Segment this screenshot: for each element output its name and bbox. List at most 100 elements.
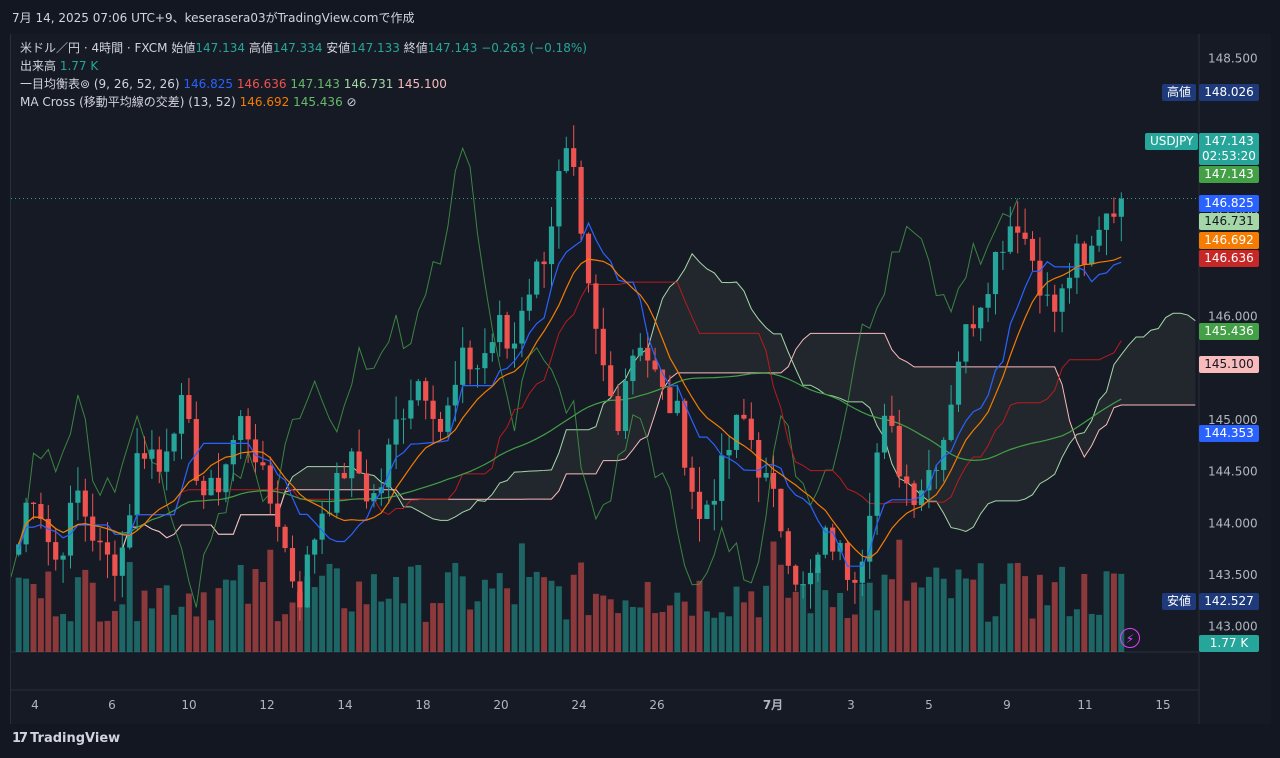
volume-bar: [955, 569, 962, 652]
volume-bar: [1096, 614, 1103, 652]
volume-bar: [319, 575, 326, 652]
senkou-span-a-line: [121, 252, 1196, 550]
volume-bar: [748, 591, 755, 652]
volume-bar: [659, 611, 666, 652]
candle-body: [630, 355, 636, 382]
candle-body: [778, 488, 784, 532]
volume-bar: [1110, 573, 1117, 652]
volume-bar: [763, 585, 770, 652]
volume-bar: [1014, 562, 1021, 652]
volume-bar: [1059, 566, 1066, 652]
candle-body: [600, 328, 606, 366]
candle-body: [371, 493, 377, 502]
candle-body: [859, 561, 865, 583]
candle-body: [667, 387, 673, 414]
chart-pane[interactable]: 148.500147.000146.000145.500145.000144.5…: [10, 34, 1271, 724]
chart-svg[interactable]: 148.500147.000146.000145.500145.000144.5…: [11, 34, 1271, 724]
volume-bar: [400, 603, 407, 652]
volume-bar: [437, 603, 444, 652]
candle-body: [726, 449, 732, 456]
time-tick: 10: [181, 698, 196, 712]
time-tick: 11: [1077, 698, 1092, 712]
volume-bar: [755, 617, 762, 652]
candle-body: [260, 462, 266, 466]
candle-body: [563, 148, 569, 172]
volume-bar: [777, 564, 784, 652]
candle-body: [460, 347, 466, 385]
candle-body: [90, 516, 96, 541]
legend-symbol[interactable]: 米ドル／円 · 4時間 · FXCM: [20, 41, 168, 55]
volume-bar: [555, 586, 562, 652]
time-tick: 9: [1003, 698, 1011, 712]
candle-body: [16, 544, 22, 555]
candle-body: [741, 414, 747, 419]
legend-ma-label: MA Cross (移動平均線の交差) (13, 52): [20, 95, 236, 109]
candle-body: [467, 347, 473, 370]
volume-bar: [563, 619, 570, 652]
volume-bar: [822, 590, 829, 652]
candle-body: [1059, 288, 1065, 312]
candle-body: [1029, 238, 1036, 261]
legend-ichimoku-chikou: 147.143: [290, 77, 340, 91]
lightning-icon[interactable]: ⚡: [1120, 628, 1140, 648]
volume-bar: [311, 587, 318, 652]
candle-body: [275, 503, 281, 527]
volume-bars: [15, 539, 1125, 652]
volume-bar: [1066, 616, 1073, 652]
tradingview-brand[interactable]: 17 TradingView: [12, 731, 120, 746]
volume-bar: [74, 577, 81, 652]
volume-bar: [496, 573, 503, 652]
volume-bar: [489, 588, 496, 652]
candle-body: [297, 581, 303, 608]
legend-ichimoku-kijun: 146.636: [236, 77, 287, 91]
candle-body: [334, 472, 340, 513]
candle-body: [363, 473, 370, 502]
volume-bar: [304, 576, 311, 652]
time-tick: 4: [31, 698, 39, 712]
volume-bar: [1029, 618, 1036, 652]
price-tick: 143.500: [1208, 568, 1258, 582]
legend-ma-row[interactable]: MA Cross (移動平均線の交差) (13, 52) 146.692 145…: [20, 93, 587, 111]
candle-body: [645, 347, 651, 361]
candle-body: [164, 451, 170, 472]
label-ma-slow: 145.436: [1199, 323, 1259, 340]
candle-body: [267, 465, 273, 504]
candle-body: [45, 518, 51, 543]
candle-body: [948, 404, 954, 440]
candle-body: [60, 555, 66, 560]
label-tenkan: 146.825: [1199, 195, 1259, 212]
volume-bar: [888, 579, 895, 652]
volume-bar: [178, 606, 185, 652]
candle-body: [756, 439, 762, 478]
volume-bar: [1118, 573, 1125, 652]
volume-bar: [467, 609, 474, 652]
volume-bar: [356, 581, 363, 652]
volume-bar: [726, 616, 733, 652]
candle-body: [844, 542, 851, 580]
time-tick: 7月: [763, 698, 783, 712]
volume-bar: [681, 601, 688, 652]
candle-body: [652, 360, 658, 370]
volume-bar: [15, 577, 22, 652]
volume-bar: [60, 613, 67, 652]
hidden-icon[interactable]: ⊘: [346, 95, 357, 109]
candle-body: [889, 415, 895, 426]
candle-body: [1052, 294, 1058, 312]
volume-bar: [829, 607, 836, 652]
volume-bar: [215, 588, 222, 652]
volume-bar: [393, 577, 400, 652]
volume-bar: [282, 614, 289, 652]
candle-body: [763, 472, 769, 478]
candle-body: [289, 548, 296, 582]
legend-ichimoku-row[interactable]: 一目均衡表⊚ (9, 26, 52, 26) 146.825 146.636 1…: [20, 75, 587, 93]
ma-fast-line: [18, 256, 1122, 559]
candle-body: [830, 527, 836, 552]
candle-body: [926, 470, 932, 491]
candle-body: [955, 361, 962, 405]
candle-body: [1103, 213, 1110, 230]
legend-volume-row[interactable]: 出来高 1.77 K: [20, 57, 587, 75]
candle-body: [156, 449, 162, 472]
candle-body: [238, 416, 244, 441]
candle-body: [1037, 260, 1043, 296]
volume-bar: [1073, 609, 1080, 652]
